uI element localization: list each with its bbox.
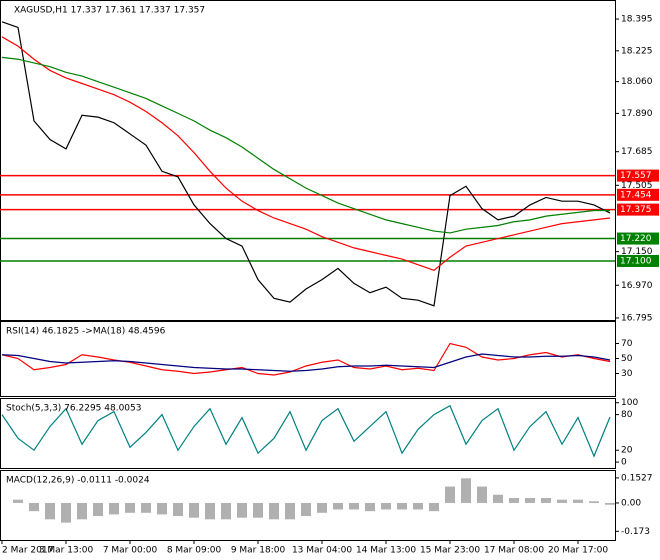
level-tag bbox=[617, 188, 659, 201]
bar bbox=[445, 486, 455, 503]
bar bbox=[557, 499, 567, 503]
x-tick-label: 17 Mar 08:00 bbox=[484, 546, 544, 556]
y-tick-label: 0.00 bbox=[621, 498, 641, 508]
y-tick-label: 16.795 bbox=[621, 313, 653, 323]
bar bbox=[221, 502, 231, 520]
x-tick-label: 3 Mar 13:00 bbox=[39, 546, 94, 556]
bar bbox=[605, 502, 615, 505]
level-label: 17.454 bbox=[620, 190, 652, 200]
series-line bbox=[1, 404, 611, 458]
bar bbox=[77, 502, 87, 520]
series-line bbox=[1, 342, 611, 376]
series-line bbox=[1, 36, 611, 271]
x-tick-label: 13 Mar 04:00 bbox=[292, 546, 352, 556]
bar bbox=[429, 502, 439, 512]
y-tick-label: 30 bbox=[621, 369, 633, 379]
bar bbox=[381, 502, 391, 510]
panel-title: XAGUSD,H1 17.337 17.361 17.337 17.357 bbox=[14, 6, 205, 16]
y-tick-label: 70 bbox=[621, 339, 633, 349]
bar bbox=[45, 502, 55, 520]
bar bbox=[349, 502, 359, 510]
bar bbox=[477, 486, 487, 503]
level-label: 17.375 bbox=[620, 205, 652, 215]
bar bbox=[141, 502, 151, 513]
level-tag bbox=[617, 203, 659, 216]
bar bbox=[525, 498, 535, 503]
bar bbox=[125, 502, 135, 513]
y-tick-label: 17.150 bbox=[621, 247, 653, 257]
bar bbox=[157, 502, 167, 515]
panel-frame bbox=[0, 0, 616, 321]
bar bbox=[189, 502, 199, 518]
y-tick-label: 17.890 bbox=[621, 109, 653, 119]
level-tag bbox=[617, 232, 659, 245]
x-tick-label: 15 Mar 23:00 bbox=[420, 546, 480, 556]
y-tick-label: 80 bbox=[621, 410, 633, 420]
level-tag bbox=[617, 254, 659, 267]
bar bbox=[237, 502, 247, 518]
y-tick-label: 18.225 bbox=[621, 46, 653, 56]
bar bbox=[589, 501, 599, 503]
y-tick-label: 0.1527 bbox=[621, 473, 653, 483]
panel-title: Stoch(5,3,3) 76.2295 48.0053 bbox=[6, 404, 141, 414]
bar bbox=[253, 502, 263, 518]
bar bbox=[93, 502, 103, 517]
level-label: 17.220 bbox=[620, 234, 652, 244]
y-tick-label: 0 bbox=[621, 458, 627, 468]
y-tick-label: 18.395 bbox=[621, 15, 653, 25]
x-tick-label: 20 Mar 17:00 bbox=[548, 546, 608, 556]
level-label: 17.100 bbox=[620, 256, 652, 266]
x-tick-label: 7 Mar 00:00 bbox=[103, 546, 158, 556]
x-tick-label: 2 Mar 2017 bbox=[2, 546, 53, 556]
level-label: 17.557 bbox=[620, 171, 652, 181]
bar bbox=[541, 498, 551, 503]
bar bbox=[397, 502, 407, 510]
bar bbox=[493, 494, 503, 503]
y-tick-label: 17.505 bbox=[621, 181, 653, 191]
bar bbox=[205, 502, 215, 520]
y-tick-label: 18.060 bbox=[621, 77, 653, 87]
series-line bbox=[1, 56, 610, 234]
x-tick-label: 14 Mar 13:00 bbox=[356, 546, 416, 556]
y-tick-label: 17.685 bbox=[621, 147, 653, 157]
panel-title: MACD(12,26,9) -0.0111 -0.0024 bbox=[6, 476, 150, 486]
y-tick-label: -0.173 bbox=[621, 527, 650, 537]
bar bbox=[173, 502, 183, 517]
bar bbox=[285, 502, 295, 520]
bar bbox=[13, 499, 23, 503]
series-line bbox=[1, 353, 611, 372]
x-tick-label: 8 Mar 09:00 bbox=[167, 546, 222, 556]
x-tick-label: 9 Mar 18:00 bbox=[231, 546, 286, 556]
y-tick-label: 16.970 bbox=[621, 281, 653, 291]
bar bbox=[301, 502, 311, 517]
bar bbox=[109, 502, 119, 515]
bar bbox=[333, 502, 343, 510]
bar bbox=[61, 502, 71, 523]
panel-title: RSI(14) 46.1825 ->MA(18) 48.4596 bbox=[6, 327, 166, 337]
bar bbox=[461, 478, 471, 503]
y-tick-label: 100 bbox=[621, 398, 638, 408]
panel-frame bbox=[0, 470, 616, 541]
bar bbox=[365, 502, 375, 512]
panel-frame bbox=[0, 398, 616, 469]
bar bbox=[269, 502, 279, 520]
bar bbox=[29, 502, 39, 512]
bar bbox=[317, 502, 327, 513]
level-tag bbox=[617, 169, 659, 182]
bar bbox=[509, 498, 519, 503]
y-tick-label: 50 bbox=[621, 354, 633, 364]
bar bbox=[413, 502, 423, 510]
series-line bbox=[1, 21, 611, 307]
bar bbox=[573, 499, 583, 503]
y-tick-label: 20 bbox=[621, 446, 633, 456]
